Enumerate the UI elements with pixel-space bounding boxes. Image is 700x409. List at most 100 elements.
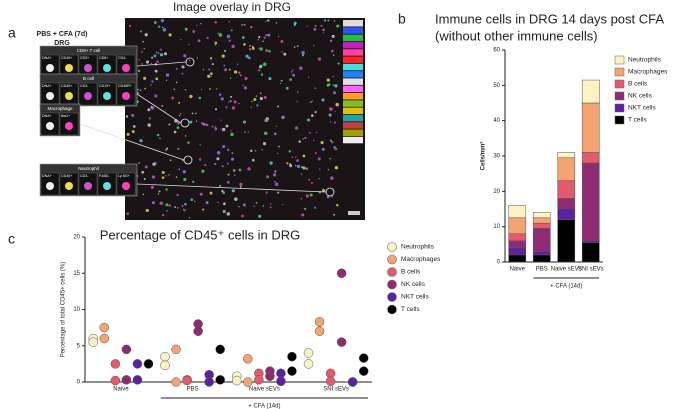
cell-dot xyxy=(218,184,222,188)
bar-segment xyxy=(532,254,551,263)
cell-dot xyxy=(291,71,293,73)
cell-dot xyxy=(269,203,272,205)
cell-dot xyxy=(191,112,194,115)
inset-title: Neutrophil xyxy=(78,166,99,171)
cell-dot xyxy=(314,111,317,114)
cell-dot xyxy=(202,68,205,71)
cell-dot xyxy=(320,24,323,27)
cell-dot xyxy=(151,56,154,59)
chart-title: Immune cells in DRG 14 days post CFA xyxy=(435,11,664,26)
pointer-line xyxy=(136,93,182,124)
cell-dot xyxy=(321,147,325,151)
cell-dot xyxy=(321,188,325,192)
cell-dot xyxy=(230,130,232,132)
cell-dot xyxy=(329,139,332,142)
cell-dot xyxy=(161,176,165,179)
cell-dot xyxy=(156,60,159,63)
pointer-line xyxy=(136,61,187,67)
bar-segment xyxy=(557,198,576,210)
cell-dot xyxy=(159,201,164,205)
cell-dot xyxy=(139,89,142,92)
cell-dot xyxy=(168,123,171,126)
cell-dot xyxy=(332,84,334,86)
inset-cell xyxy=(84,182,92,190)
bar-segment xyxy=(581,152,600,164)
cell-dot xyxy=(276,152,279,155)
cell-dot xyxy=(128,24,132,28)
cell-dot xyxy=(322,28,325,32)
cell-dot xyxy=(220,128,222,130)
cell-dot xyxy=(233,170,236,172)
cell-dot xyxy=(275,125,278,127)
cell-dot xyxy=(265,33,268,37)
sample-label: PBS + CFA (7d) xyxy=(37,31,88,38)
cell-dot xyxy=(309,193,313,197)
legend-swatch xyxy=(614,103,625,113)
cell-dot xyxy=(229,77,232,79)
data-point xyxy=(132,375,143,385)
channel-swatch xyxy=(343,129,363,136)
cell-dot xyxy=(214,41,218,45)
cell-dot xyxy=(233,174,236,177)
cell-dot xyxy=(227,181,230,184)
cell-dot xyxy=(255,95,258,97)
data-point xyxy=(314,317,325,327)
cell-dot xyxy=(225,106,228,109)
cell-dot xyxy=(205,201,209,205)
cell-dot xyxy=(205,123,209,127)
cell-dot xyxy=(238,206,240,208)
legend-label: B cells xyxy=(401,269,421,276)
data-point xyxy=(110,375,121,386)
cell-dot xyxy=(247,167,251,171)
data-point xyxy=(287,351,297,362)
channel-swatch xyxy=(343,78,363,85)
cell-dot xyxy=(239,74,242,77)
cell-dot xyxy=(301,51,305,55)
cell-dot xyxy=(296,100,298,103)
cell-dot xyxy=(233,100,237,104)
data-point xyxy=(276,376,286,387)
cell-dot xyxy=(321,98,325,102)
cell-dot xyxy=(168,204,171,207)
cell-dot xyxy=(238,168,242,172)
cell-dot xyxy=(329,39,333,42)
x-tick-label: Naive sEVs xyxy=(551,267,582,273)
cell-dot xyxy=(251,100,253,103)
legend-label: Neutrophils xyxy=(628,57,662,64)
cell-dot xyxy=(310,181,314,185)
cell-dot xyxy=(157,193,160,195)
cell-dot xyxy=(274,182,279,186)
cell-dot xyxy=(242,120,246,124)
cell-dot xyxy=(222,145,226,149)
cell-dot xyxy=(227,101,229,103)
cell-dot xyxy=(307,76,310,79)
cell-dot xyxy=(222,209,226,214)
channel-swatch xyxy=(343,136,363,144)
data-point xyxy=(215,344,225,355)
cell-dot xyxy=(177,206,179,209)
x-tick-label: SNI sEVs xyxy=(323,387,349,393)
cell-dot xyxy=(286,162,289,165)
data-point xyxy=(182,375,192,386)
cell-dot xyxy=(296,91,299,93)
cell-dot xyxy=(280,79,283,82)
cell-dot xyxy=(165,79,168,81)
cell-dot xyxy=(165,73,170,77)
cell-dot xyxy=(214,126,217,129)
cell-dot xyxy=(326,83,330,87)
cell-dot xyxy=(214,43,217,46)
channel-swatch xyxy=(343,27,363,34)
data-point xyxy=(143,359,154,369)
legend-swatch xyxy=(614,91,625,101)
cell-dot xyxy=(150,105,153,109)
y-tick-label: 0 xyxy=(497,260,501,266)
cell-dot xyxy=(141,51,143,53)
bar-segment xyxy=(557,157,576,181)
cell-dot xyxy=(231,106,236,110)
data-point xyxy=(336,268,347,278)
cell-dot xyxy=(228,68,231,71)
cell-dot xyxy=(228,21,231,23)
legend-label: NK cells xyxy=(628,93,653,100)
target-ring xyxy=(180,118,190,128)
cell-dot xyxy=(139,139,143,143)
